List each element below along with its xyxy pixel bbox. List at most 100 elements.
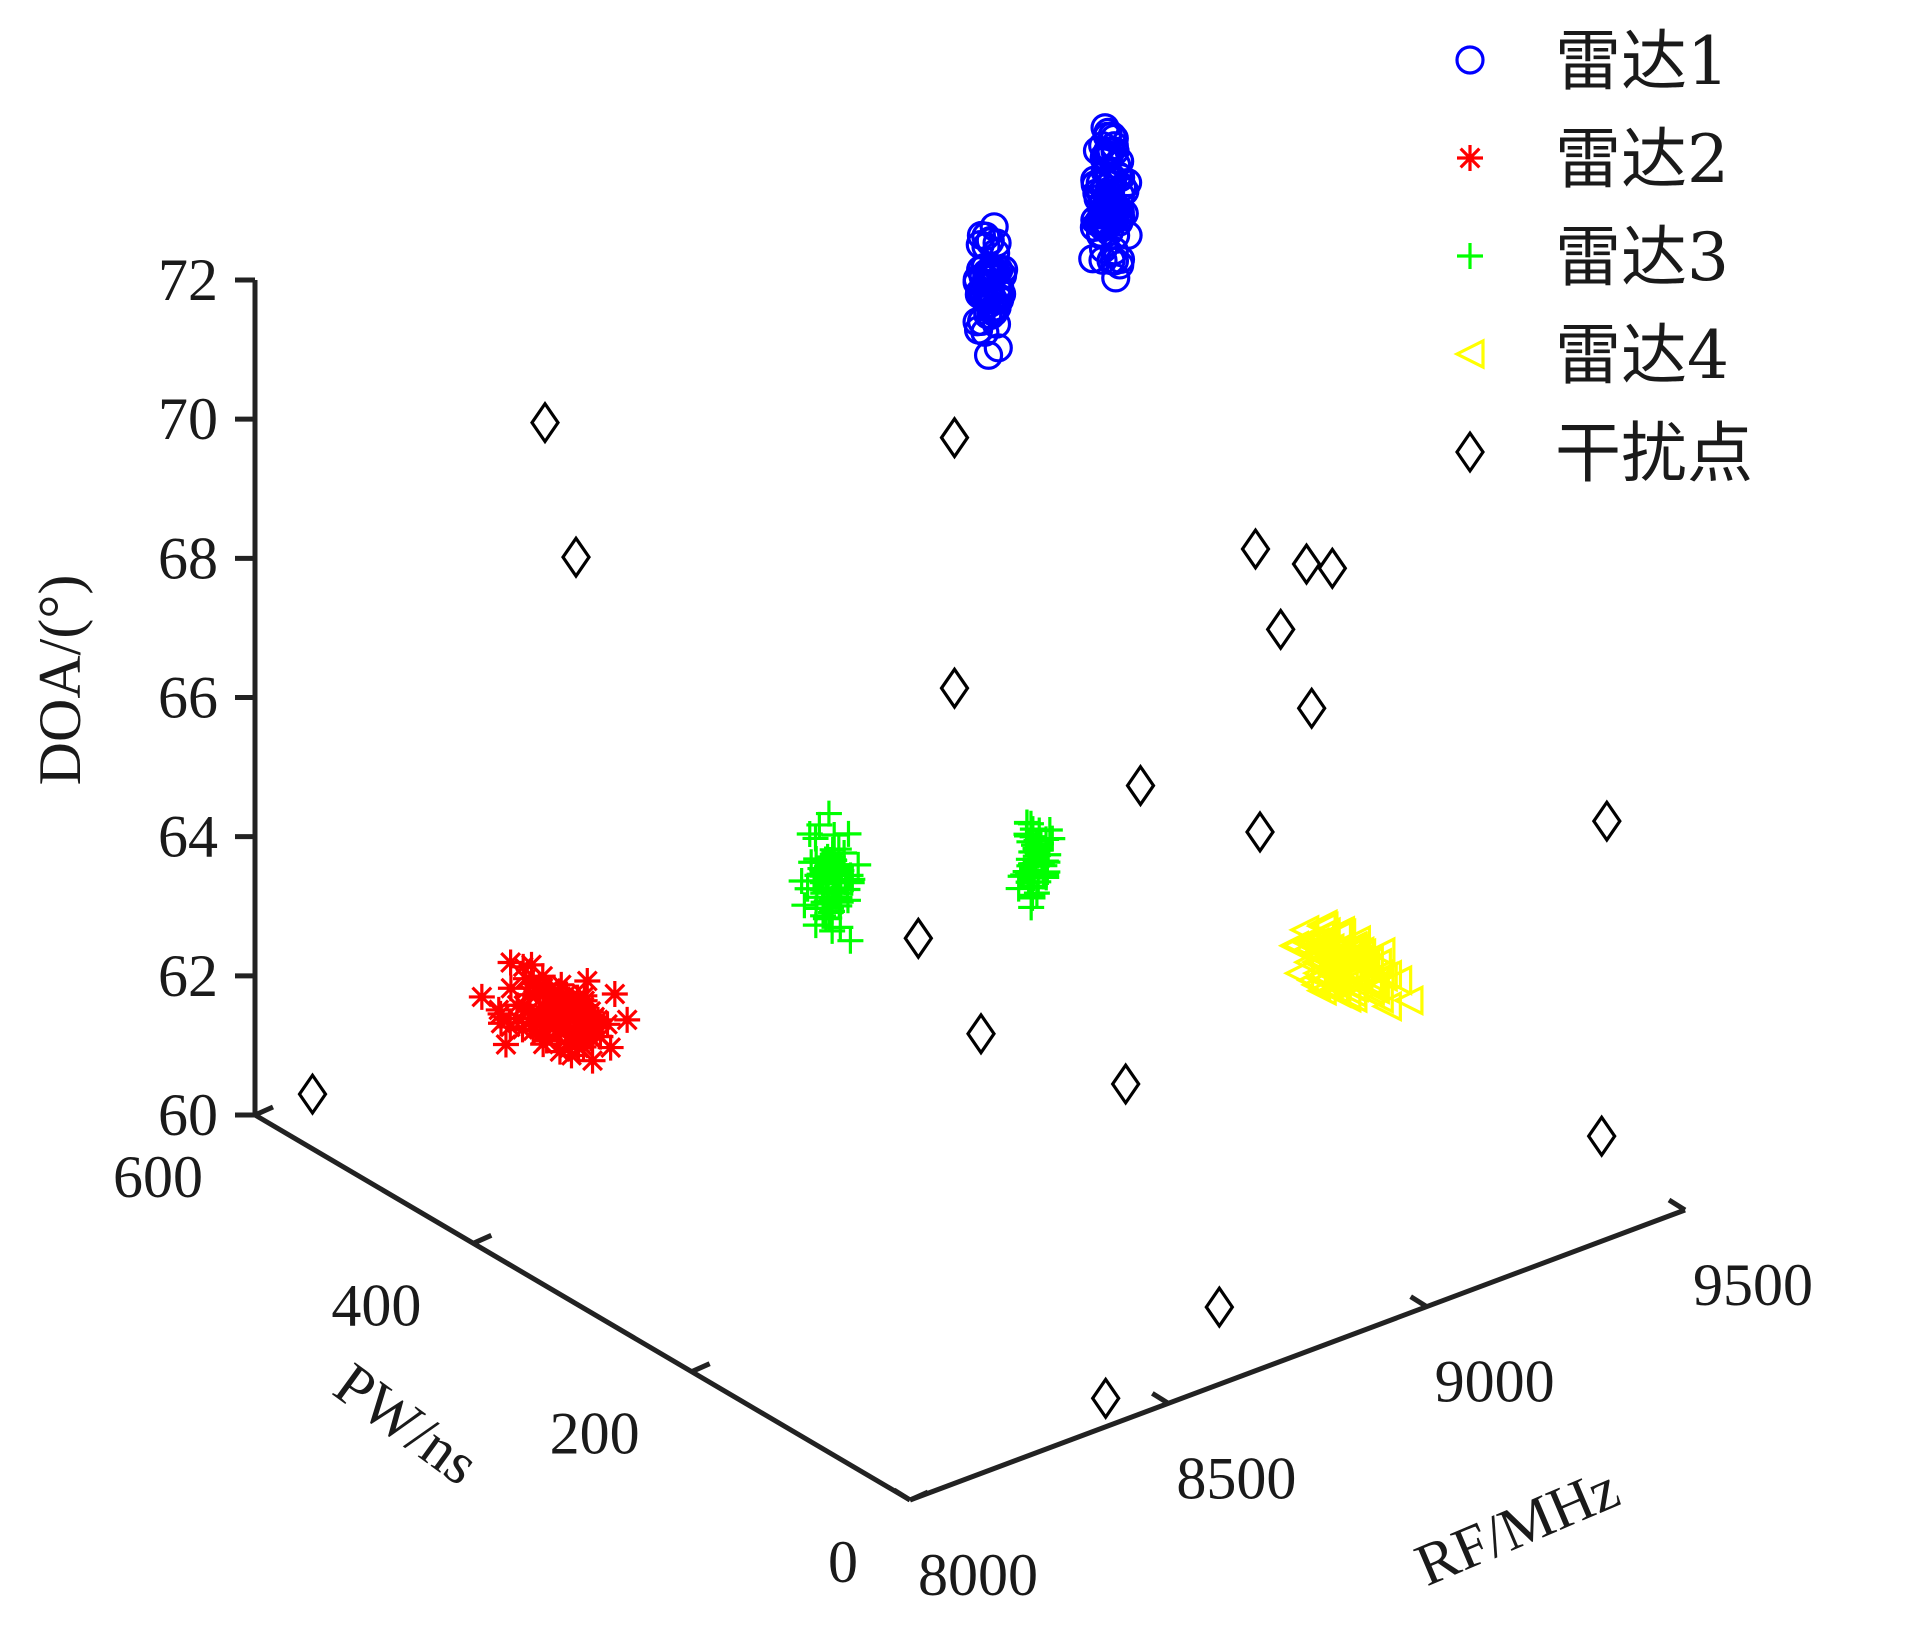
data-point xyxy=(614,1006,641,1033)
data-point xyxy=(970,252,1000,282)
data-point xyxy=(530,1008,557,1035)
legend-label: 雷达3 xyxy=(1555,219,1729,296)
data-point xyxy=(1305,910,1337,942)
z-tick-label: 60 xyxy=(158,1082,218,1148)
data-point xyxy=(1110,176,1140,206)
y-tick-label: 600 xyxy=(113,1144,203,1210)
legend-marker xyxy=(1453,338,1485,370)
y-tick-mark xyxy=(253,1104,275,1118)
data-point xyxy=(497,949,524,976)
x-tick-mark xyxy=(1409,1294,1428,1309)
data-point xyxy=(814,843,841,870)
y-tick-label: 400 xyxy=(331,1272,421,1338)
data-point xyxy=(497,975,524,1002)
y-axis-line xyxy=(253,1112,912,1503)
data-point xyxy=(837,862,864,889)
legend-item: 雷达1 xyxy=(1455,23,1729,100)
data-point xyxy=(982,292,1012,323)
data-point xyxy=(601,981,628,1008)
x-axis-line xyxy=(909,1207,1686,1503)
data-point xyxy=(939,416,970,460)
x-tick-mark xyxy=(1667,1197,1687,1213)
x-tick-mark xyxy=(1151,1391,1170,1406)
data-point xyxy=(1317,973,1350,1006)
data-point xyxy=(1125,763,1156,808)
data-point xyxy=(1099,246,1130,276)
z-tick-label: 66 xyxy=(158,665,218,731)
x-tick-label: 8500 xyxy=(1176,1445,1296,1511)
legend-label: 雷达2 xyxy=(1555,121,1729,198)
data-point xyxy=(533,1027,560,1054)
data-point xyxy=(1358,973,1390,1005)
data-point xyxy=(562,1016,589,1043)
data-point xyxy=(802,825,829,852)
z-tick-label: 68 xyxy=(158,525,218,591)
data-point xyxy=(1298,926,1330,959)
data-point xyxy=(297,1072,328,1116)
x-tick-label: 9500 xyxy=(1693,1252,1813,1318)
data-point xyxy=(835,820,862,847)
data-point xyxy=(510,953,537,980)
data-point xyxy=(1093,157,1123,187)
legend-label: 雷达4 xyxy=(1555,317,1729,394)
x-axis-title: RF/MHz xyxy=(1406,1455,1628,1599)
data-point xyxy=(819,898,846,925)
data-point xyxy=(509,1016,536,1043)
z-tick-label: 72 xyxy=(158,247,218,313)
data-point xyxy=(544,1016,571,1043)
data-point xyxy=(816,904,843,931)
x-tick-label: 9000 xyxy=(1435,1349,1555,1415)
data-point xyxy=(1591,799,1622,843)
data-point xyxy=(973,340,1004,370)
legend-marker xyxy=(1457,145,1483,171)
data-point xyxy=(561,535,591,579)
data-point xyxy=(1094,209,1124,239)
series-2 xyxy=(468,949,641,1074)
data-point xyxy=(1240,527,1271,571)
series-1 xyxy=(962,113,1143,370)
data-point xyxy=(1090,1376,1121,1420)
data-point xyxy=(1021,853,1048,880)
data-point xyxy=(1101,263,1131,293)
y-tick-mark xyxy=(908,1489,930,1503)
x-tick-label: 8000 xyxy=(918,1542,1038,1608)
data-point xyxy=(1363,957,1395,989)
legend-marker xyxy=(1455,45,1485,75)
data-point xyxy=(1331,952,1363,984)
data-point xyxy=(574,967,601,994)
data-point xyxy=(1110,1062,1141,1106)
data-point xyxy=(1013,821,1040,848)
data-point xyxy=(581,1014,608,1041)
data-point xyxy=(530,978,557,1005)
data-point xyxy=(548,971,575,998)
data-point xyxy=(1245,810,1275,854)
data-point xyxy=(1335,971,1367,1004)
y-tick-label: 0 xyxy=(828,1529,858,1595)
legend-item: 雷达2 xyxy=(1457,121,1729,198)
data-point xyxy=(492,1031,519,1058)
data-point xyxy=(571,993,598,1020)
data-point xyxy=(801,867,828,894)
y-tick-label: 200 xyxy=(550,1401,640,1467)
data-point xyxy=(1322,940,1354,972)
data-point xyxy=(576,1023,603,1050)
data-point xyxy=(1308,964,1340,996)
data-point xyxy=(579,1047,606,1074)
data-point xyxy=(541,995,568,1022)
data-point xyxy=(530,400,560,445)
series-5 xyxy=(297,400,1622,1420)
data-point xyxy=(965,230,995,260)
data-point xyxy=(534,1010,561,1036)
legend: 雷达1 雷达2 雷达3 雷达4 干扰点 xyxy=(1453,23,1753,492)
data-point xyxy=(1019,816,1046,843)
data-point xyxy=(1025,832,1052,859)
data-point xyxy=(1296,686,1327,730)
data-point xyxy=(983,333,1013,363)
data-point xyxy=(806,811,833,838)
data-point xyxy=(971,221,1001,251)
y-tick-mark xyxy=(472,1233,493,1246)
legend-label: 雷达1 xyxy=(1555,23,1729,100)
legend-item: 雷达4 xyxy=(1453,317,1729,394)
